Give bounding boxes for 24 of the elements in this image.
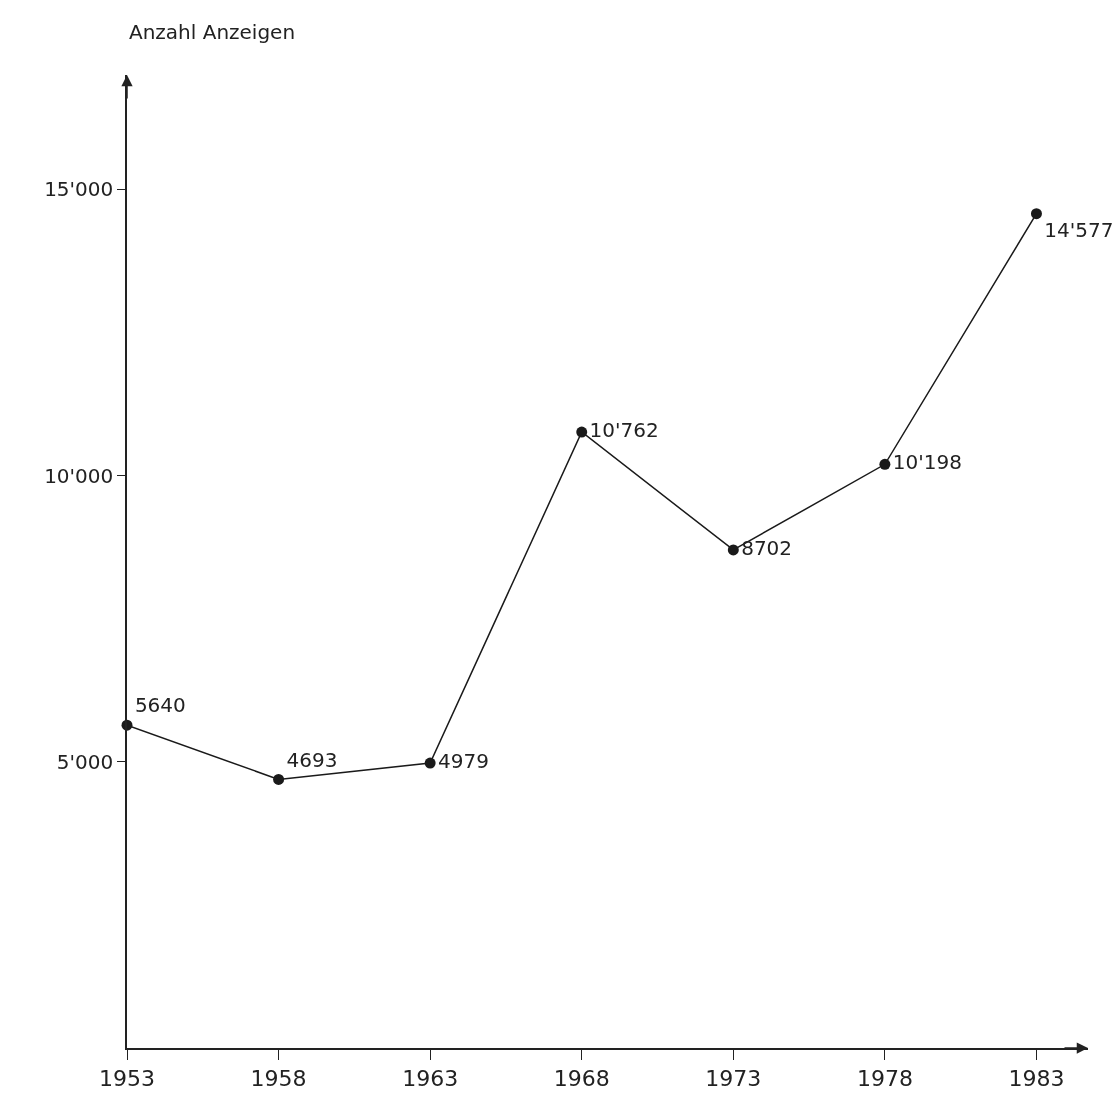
data-label: 10'198	[892, 450, 962, 475]
x-tick-label: 1963	[402, 1066, 459, 1092]
x-tick-label: 1978	[856, 1066, 913, 1092]
x-tick-label: 1953	[99, 1066, 155, 1092]
point	[879, 458, 891, 470]
y-tick-label: 10'000	[44, 463, 114, 488]
point	[576, 426, 588, 438]
x-tick-label: 1973	[705, 1066, 762, 1092]
data-label: 4979	[438, 749, 489, 774]
x-tick-label: 1958	[250, 1066, 307, 1092]
y-axis-title: Anzahl Anzeigen	[129, 20, 296, 44]
data-label: 5640	[134, 693, 186, 718]
x-tick-label: 1968	[553, 1066, 610, 1092]
point	[1030, 208, 1042, 220]
point	[727, 544, 739, 556]
x-tick-label: 1983	[1008, 1066, 1065, 1092]
data-label: 4693	[286, 747, 338, 772]
point	[424, 757, 436, 769]
y-tick-label: 15'000	[44, 177, 114, 202]
data-label: 8702	[741, 535, 793, 560]
data-label: 14'577	[1044, 217, 1114, 242]
point	[273, 773, 285, 785]
data-label: 10'762	[589, 418, 659, 443]
y-tick-label: 5'000	[56, 749, 114, 774]
